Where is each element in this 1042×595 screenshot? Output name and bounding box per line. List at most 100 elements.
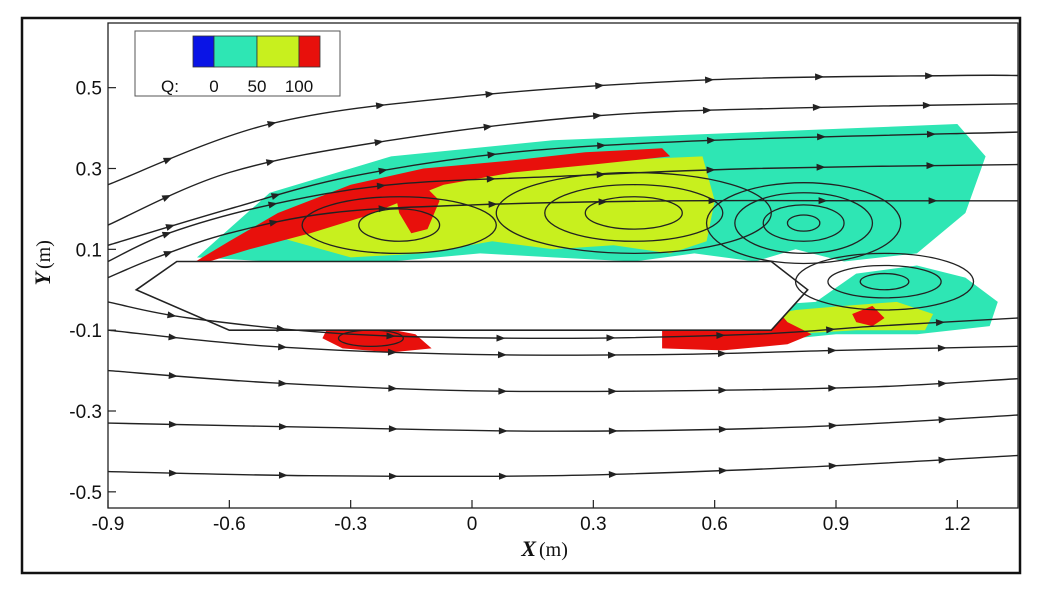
vortex-3-ring-1	[301, 196, 497, 255]
streamline-6-arrow	[387, 348, 397, 356]
streamline-4-arrow	[378, 205, 388, 213]
streamline-9	[108, 454, 1018, 478]
streamline-3	[108, 163, 1018, 263]
streamline-4-arrow	[163, 251, 173, 258]
streamline-5-arrow	[606, 334, 616, 342]
streamline-8-arrow	[828, 422, 838, 430]
vortex-1-ring-2	[734, 192, 874, 255]
y-axis-title: Y (m)	[30, 240, 55, 285]
legend-swatch-3	[298, 35, 321, 68]
streamline-9-arrow	[388, 472, 398, 480]
streamline-5-arrow	[496, 334, 506, 342]
streamline-3-arrow	[267, 201, 278, 209]
y-tick-label: 0.5	[76, 79, 102, 100]
streamline-3-arrow	[486, 175, 496, 183]
y-tick-label: -0.3	[69, 402, 102, 423]
streamline-7-arrow	[278, 379, 288, 387]
streamline-0-arrow	[815, 73, 825, 81]
streamline-8-arrow	[168, 420, 178, 428]
streamline-1-arrow	[592, 112, 603, 120]
streamline-5-arrow	[825, 326, 836, 334]
streamline-3-arrow	[596, 171, 606, 179]
streamline-2-arrow	[926, 130, 936, 138]
x-tick-label: 0.9	[823, 514, 849, 535]
streamline-2-arrow	[817, 133, 827, 141]
streamline-4-arrow	[598, 198, 608, 206]
streamline-7-arrow	[388, 384, 398, 392]
streamline-3-arrow	[706, 166, 716, 174]
streamline-2-arrow	[378, 167, 388, 175]
streamline-3-arrow	[161, 231, 172, 239]
streamline-8-arrow	[498, 427, 508, 435]
streamline-9-arrow	[278, 471, 288, 479]
y-axis-title-symbol: Y	[30, 269, 55, 285]
legend-variable-label: Q:	[161, 77, 179, 96]
streamline-2	[108, 131, 1018, 246]
streamline-7-arrow	[938, 380, 948, 388]
legend-swatch-0	[192, 35, 215, 68]
streamline-0-arrow	[925, 72, 935, 80]
x-tick-label: 0.6	[701, 514, 727, 535]
streamline-6-arrow	[168, 333, 178, 341]
car-body-outline	[134, 260, 809, 332]
x-tick-label: -0.6	[213, 514, 246, 535]
streamlines	[108, 72, 1018, 480]
q-region-level-100-4	[188, 148, 671, 266]
streamline-6-arrow	[278, 343, 288, 351]
legend-level-0: 0	[209, 77, 218, 96]
streamline-7-arrow	[608, 387, 618, 395]
y-tick-label: -0.1	[69, 321, 102, 342]
streamline-6-arrow	[607, 351, 617, 359]
streamline-1-arrow	[374, 139, 384, 147]
streamline-6-arrow	[937, 344, 947, 352]
streamline-1-arrow	[812, 103, 822, 111]
q-region-level-75-2	[249, 156, 715, 258]
streamline-1-arrow	[265, 159, 276, 167]
streamline-1-arrow	[922, 101, 932, 109]
y-tick-label: -0.5	[69, 483, 102, 504]
streamline-5-arrow	[386, 332, 396, 340]
streamline-0-arrow	[485, 90, 495, 98]
x-axis-title-symbol: X	[520, 536, 537, 561]
streamline-9-arrow	[718, 467, 728, 475]
streamline-8	[108, 414, 1018, 432]
axis-ticks: -0.9 -0.6 -0.3 0 0.3 0.6 0.9 1.2 0.5 0.3 0.1 -0.1 -0…	[69, 79, 970, 535]
streamline-1	[108, 103, 1018, 226]
vortex-3-ring-0	[358, 208, 441, 242]
vortex-1-ring-3	[705, 182, 902, 265]
streamline-8-arrow	[608, 427, 618, 435]
streamline-0-arrow	[375, 102, 386, 110]
streamline-8-arrow	[718, 425, 728, 433]
streamline-4	[108, 199, 1018, 279]
streamline-9-arrow	[608, 470, 618, 478]
legend-swatch-1	[213, 35, 258, 68]
streamline-2-arrow	[487, 151, 497, 159]
streamline-7-arrow	[828, 384, 838, 392]
streamline-2-arrow	[706, 136, 717, 144]
y-tick-label: 0.1	[76, 240, 102, 261]
streamline-8-arrow	[938, 416, 948, 424]
vortex-streamlines	[301, 171, 975, 347]
x-tick-label: 0.3	[580, 514, 606, 535]
legend: Q: 0 50 100	[134, 30, 341, 97]
y-axis-title-unit: (m)	[33, 240, 55, 269]
streamline-3-arrow	[926, 162, 936, 170]
streamline-2-arrow	[270, 193, 281, 200]
streamline-1-arrow	[483, 123, 493, 131]
streamline-8-arrow	[278, 423, 288, 431]
streamline-4-arrow	[488, 200, 498, 208]
streamline-0-arrow	[704, 76, 715, 84]
streamline-7	[108, 369, 1018, 393]
vortex-0-ring-0	[584, 196, 683, 230]
streamline-5-arrow	[716, 331, 726, 339]
streamline-1-arrow	[161, 195, 172, 202]
streamline-6	[108, 329, 1018, 356]
plot-border	[107, 22, 1019, 509]
streamline-3-arrow	[376, 182, 386, 190]
streamline-1-arrow	[702, 106, 712, 114]
x-tick-label: 1.2	[944, 514, 970, 535]
streamline-6-arrow	[827, 347, 837, 355]
legend-colorbar	[192, 35, 321, 68]
vortex-2-ring-1	[827, 264, 942, 299]
streamline-4-arrow	[708, 197, 718, 205]
